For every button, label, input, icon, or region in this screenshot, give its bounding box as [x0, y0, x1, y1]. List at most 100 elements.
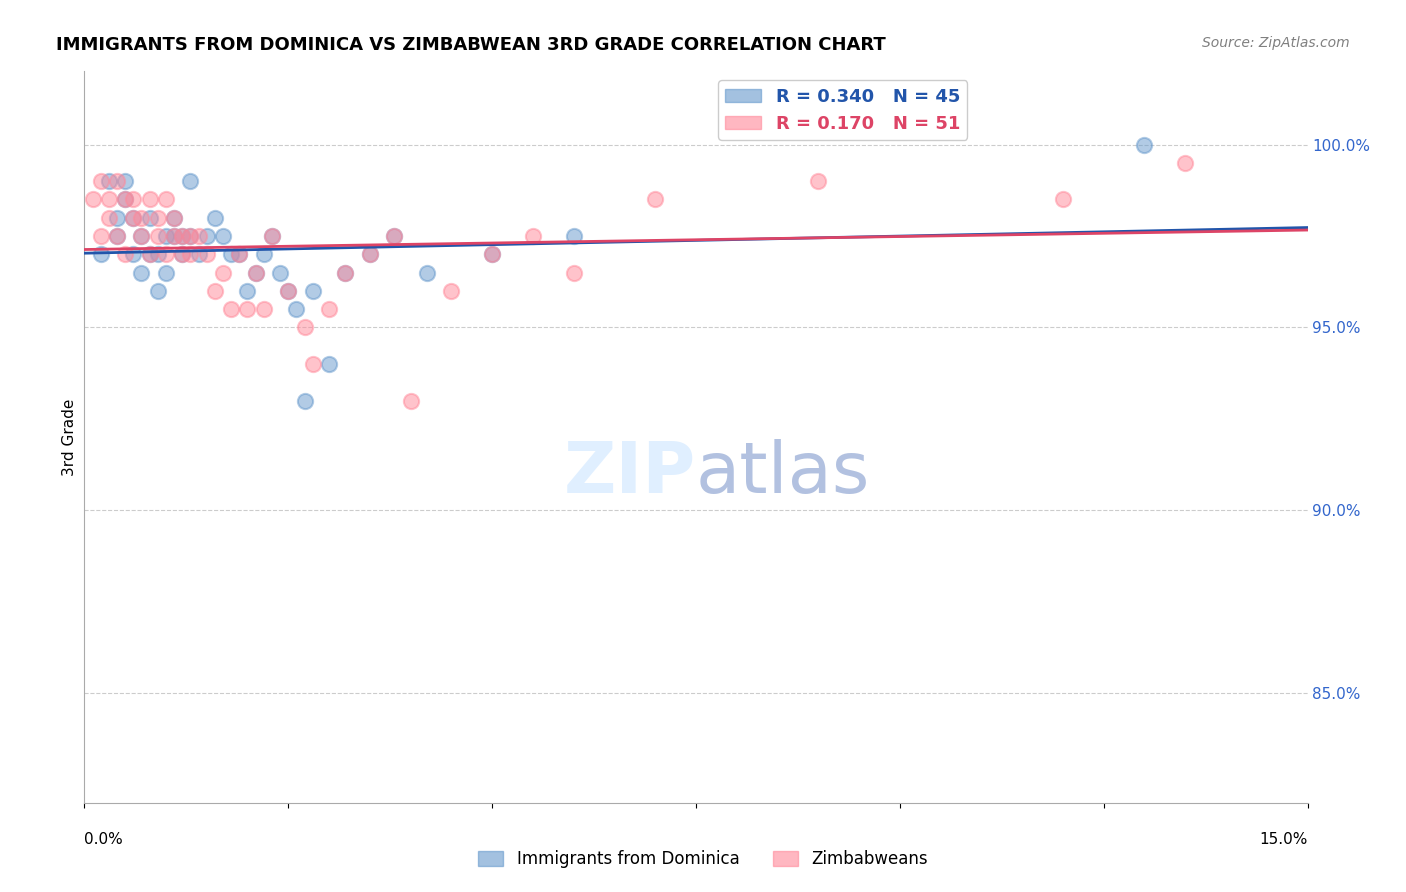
Text: atlas: atlas [696, 439, 870, 508]
Point [245, 265, 267, 279]
Point [1133, 137, 1156, 152]
Point [155, 247, 177, 261]
Point [131, 228, 153, 243]
Point [105, 228, 128, 243]
Text: 15.0%: 15.0% [1260, 832, 1308, 847]
Point [172, 247, 194, 261]
Point [105, 228, 128, 243]
Point [285, 301, 308, 317]
Point [399, 393, 422, 408]
Point [359, 247, 381, 261]
Point [97, 174, 120, 188]
Point [146, 247, 169, 261]
Point [172, 247, 194, 261]
Point [131, 211, 153, 225]
Point [382, 228, 405, 243]
Point [138, 211, 160, 225]
Point [481, 247, 503, 261]
Point [382, 228, 405, 243]
Point [1174, 155, 1197, 169]
Point [253, 247, 276, 261]
Point [146, 228, 169, 243]
Point [277, 284, 299, 298]
Point [236, 284, 259, 298]
Point [562, 265, 585, 279]
Point [212, 228, 235, 243]
Point [228, 247, 250, 261]
Point [187, 228, 209, 243]
Point [269, 265, 291, 279]
Point [301, 284, 323, 298]
Point [163, 211, 186, 225]
Point [195, 228, 218, 243]
Point [163, 211, 186, 225]
Point [260, 228, 283, 243]
Point [204, 211, 226, 225]
Point [122, 211, 145, 225]
Point [172, 228, 194, 243]
Point [187, 247, 209, 261]
Point [277, 284, 299, 298]
Point [301, 357, 323, 371]
Point [155, 228, 177, 243]
Point [219, 247, 242, 261]
Point [131, 228, 153, 243]
Point [219, 301, 242, 317]
Point [105, 211, 128, 225]
Point [146, 284, 169, 298]
Point [155, 193, 177, 207]
Point [318, 301, 340, 317]
Point [90, 247, 112, 261]
Point [122, 211, 145, 225]
Point [114, 193, 136, 207]
Point [179, 228, 201, 243]
Point [138, 247, 160, 261]
Point [114, 247, 136, 261]
Point [122, 193, 145, 207]
Point [335, 265, 357, 279]
Point [228, 247, 250, 261]
Point [105, 174, 128, 188]
Point [807, 174, 830, 188]
Y-axis label: 3rd Grade: 3rd Grade [62, 399, 77, 475]
Point [644, 193, 666, 207]
Point [97, 193, 120, 207]
Point [131, 265, 153, 279]
Point [114, 193, 136, 207]
Point [138, 193, 160, 207]
Point [260, 228, 283, 243]
Point [82, 193, 104, 207]
Point [90, 174, 112, 188]
Point [236, 301, 259, 317]
Point [440, 284, 463, 298]
Point [204, 284, 226, 298]
Point [163, 228, 186, 243]
Point [138, 247, 160, 261]
Point [294, 320, 316, 334]
Point [318, 357, 340, 371]
Point [245, 265, 267, 279]
Point [481, 247, 503, 261]
Point [335, 265, 357, 279]
Text: Source: ZipAtlas.com: Source: ZipAtlas.com [1202, 36, 1350, 50]
Point [294, 393, 316, 408]
Legend: Immigrants from Dominica, Zimbabweans: Immigrants from Dominica, Zimbabweans [471, 844, 935, 875]
Point [212, 265, 235, 279]
Point [253, 301, 276, 317]
Point [90, 228, 112, 243]
Point [114, 174, 136, 188]
Point [359, 247, 381, 261]
Point [122, 247, 145, 261]
Text: 0.0%: 0.0% [84, 832, 124, 847]
Point [179, 247, 201, 261]
Point [155, 265, 177, 279]
Legend: R = 0.340   N = 45, R = 0.170   N = 51: R = 0.340 N = 45, R = 0.170 N = 51 [718, 80, 967, 140]
Text: IMMIGRANTS FROM DOMINICA VS ZIMBABWEAN 3RD GRADE CORRELATION CHART: IMMIGRANTS FROM DOMINICA VS ZIMBABWEAN 3… [56, 36, 886, 54]
Point [195, 247, 218, 261]
Point [179, 228, 201, 243]
Point [562, 228, 585, 243]
Point [172, 228, 194, 243]
Point [522, 228, 544, 243]
Point [163, 228, 186, 243]
Point [179, 174, 201, 188]
